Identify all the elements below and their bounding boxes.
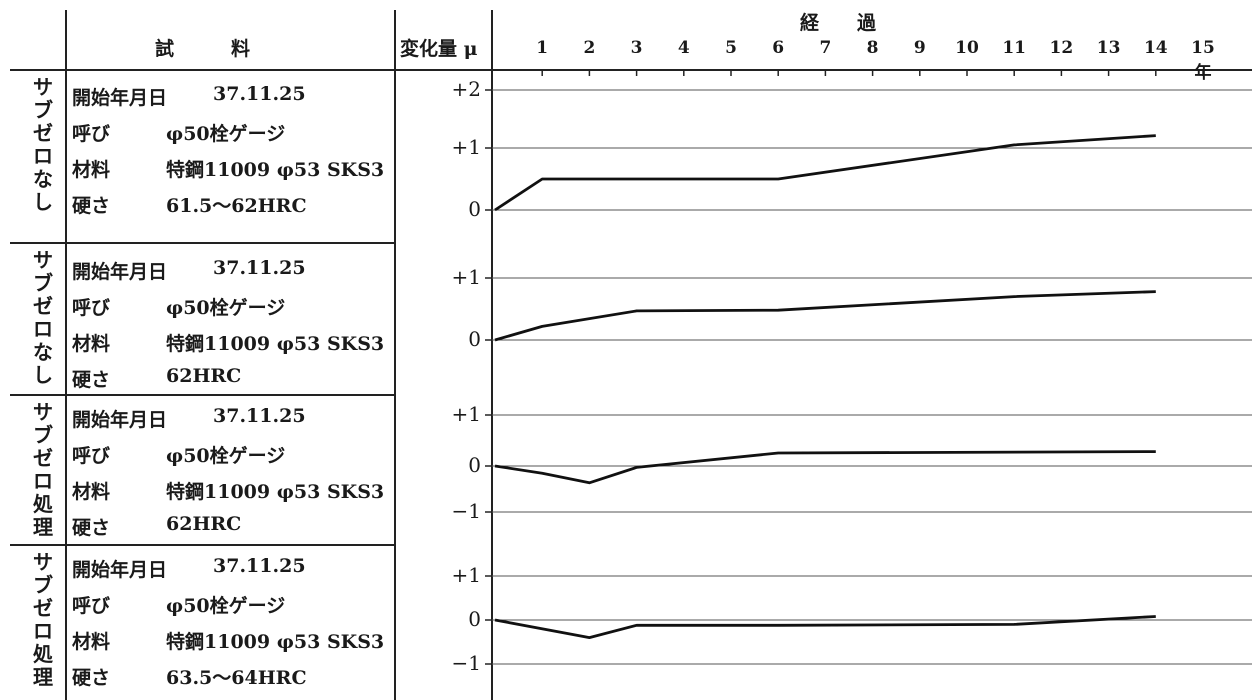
y-tick-label: 0 xyxy=(468,453,481,477)
gauge-name-label: 呼び xyxy=(72,445,111,467)
y-tick-label: +1 xyxy=(451,135,481,159)
hardness-label: 硬さ xyxy=(72,517,111,539)
x-tick-label: 10 xyxy=(955,38,979,58)
x-tick-label: 4 xyxy=(677,38,690,58)
start-date-value: 37.11.25 xyxy=(213,257,306,279)
hardness-value: 62HRC xyxy=(166,513,242,535)
x-tick-label: 3 xyxy=(630,38,643,58)
gauge-name-value: φ50栓ゲージ xyxy=(166,297,286,319)
hardness-value: 62HRC xyxy=(166,365,242,387)
gauge-name-value: φ50栓ゲージ xyxy=(166,445,286,467)
gauge-name-label: 呼び xyxy=(72,595,111,617)
row-vertical-label: サブゼロ処理 xyxy=(33,400,53,539)
row-vertical-label: サブゼロなし xyxy=(33,75,53,214)
start-date-value: 37.11.25 xyxy=(213,555,306,577)
header-elapsed-label: 経 過 xyxy=(800,12,877,34)
start-date-label: 開始年月日 xyxy=(72,559,168,581)
x-tick-label: 2 xyxy=(583,38,596,58)
header-change-label: 変化量 μ xyxy=(400,38,478,60)
start-date-value: 37.11.25 xyxy=(213,83,306,105)
material-label: 材料 xyxy=(72,333,111,355)
hardness-label: 硬さ xyxy=(72,195,111,217)
material-label: 材料 xyxy=(72,481,111,503)
material-value: 特鋼11009 φ53 SKS3 xyxy=(166,333,385,355)
series-line-1 xyxy=(494,134,1156,212)
row-vertical-label: サブゼロなし xyxy=(33,248,53,387)
x-tick-label: 1 xyxy=(536,38,549,58)
x-tick-label: 12 xyxy=(1049,38,1074,58)
start-date-value: 37.11.25 xyxy=(213,405,306,427)
x-tick-label: 9 xyxy=(913,38,926,58)
y-tick-label: +1 xyxy=(451,563,481,587)
y-tick-label: −1 xyxy=(451,651,481,675)
material-value: 特鋼11009 φ53 SKS3 xyxy=(166,481,385,503)
hardness-label: 硬さ xyxy=(72,667,111,689)
header-sample-label: 試 料 xyxy=(155,38,251,60)
y-tick-label: +1 xyxy=(451,402,481,426)
y-tick-label: +1 xyxy=(451,265,481,289)
hardness-label: 硬さ xyxy=(72,369,111,391)
material-value: 特鋼11009 φ53 SKS3 xyxy=(166,159,385,181)
start-date-label: 開始年月日 xyxy=(72,87,168,109)
y-tick-label: −1 xyxy=(451,499,481,523)
material-value: 特鋼11009 φ53 SKS3 xyxy=(166,631,385,653)
start-date-label: 開始年月日 xyxy=(72,409,168,431)
x-tick-label: 13 xyxy=(1096,38,1121,58)
x-tick-label: 8 xyxy=(866,38,879,58)
y-tick-label: 0 xyxy=(468,327,481,351)
y-tick-label: +2 xyxy=(451,77,481,101)
hardness-value: 61.5～62HRC xyxy=(166,195,307,217)
x-tick-label: 6 xyxy=(772,38,785,58)
x-tick-label: 15年 xyxy=(1191,38,1215,83)
material-label: 材料 xyxy=(72,159,111,181)
x-tick-label: 5 xyxy=(725,38,737,58)
series-line-4 xyxy=(494,615,1156,639)
gauge-name-value: φ50栓ゲージ xyxy=(166,595,286,617)
hardness-value: 63.5～64HRC xyxy=(166,667,307,689)
gauge-name-label: 呼び xyxy=(72,123,111,145)
y-tick-label: 0 xyxy=(468,607,481,631)
x-tick-label: 11 xyxy=(1002,38,1027,58)
series-line-3 xyxy=(494,450,1156,485)
y-tick-label: 0 xyxy=(468,197,481,221)
row-vertical-label: サブゼロ処理 xyxy=(33,550,53,689)
series-line-2 xyxy=(494,290,1156,342)
start-date-label: 開始年月日 xyxy=(72,261,168,283)
x-tick-label: 14 xyxy=(1143,38,1168,58)
material-label: 材料 xyxy=(72,631,111,653)
gauge-name-label: 呼び xyxy=(72,297,111,319)
gauge-name-value: φ50栓ゲージ xyxy=(166,123,286,145)
x-tick-label: 7 xyxy=(819,38,832,58)
